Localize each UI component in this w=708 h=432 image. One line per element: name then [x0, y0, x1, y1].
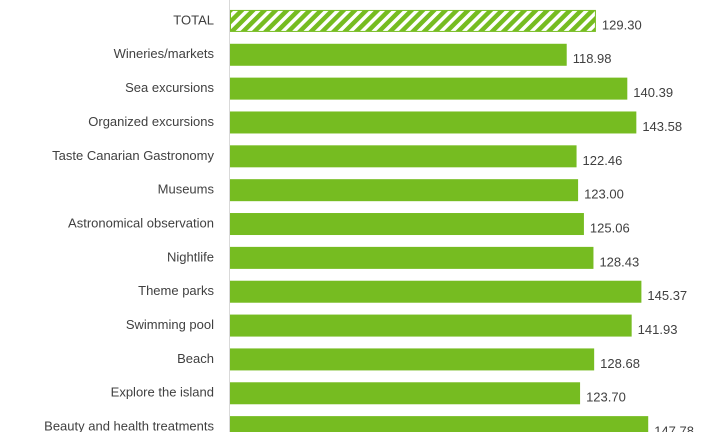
value-label: 140.39: [633, 85, 673, 100]
value-label: 123.00: [584, 187, 624, 202]
category-label: Organized excursions: [88, 114, 214, 129]
category-label: Museums: [158, 182, 215, 197]
category-label: Explore the island: [111, 385, 214, 400]
bar: [230, 382, 581, 405]
value-label: 147.78: [654, 424, 694, 432]
value-label: 141.93: [638, 322, 678, 337]
bar: [230, 179, 579, 202]
bar: [230, 9, 596, 32]
bar: [230, 314, 632, 337]
value-label: 128.43: [599, 254, 639, 269]
category-label: TOTAL: [173, 12, 214, 27]
value-label: 145.37: [647, 288, 687, 303]
bar: [230, 43, 567, 66]
bar: [230, 416, 649, 432]
value-label: 128.68: [600, 356, 640, 371]
value-label: 122.46: [583, 153, 623, 168]
bar: [230, 111, 637, 134]
category-label: Taste Canarian Gastronomy: [52, 148, 214, 163]
value-label: 118.98: [573, 51, 612, 66]
category-label: Swimming pool: [126, 317, 214, 332]
bar: [230, 77, 628, 100]
bar: [230, 145, 577, 168]
value-label: 123.70: [586, 390, 626, 405]
value-label: 143.58: [642, 119, 682, 134]
category-label: Wineries/markets: [114, 46, 215, 61]
category-label: Beach: [177, 351, 214, 366]
bar: [230, 213, 584, 236]
category-label: Astronomical observation: [68, 215, 214, 230]
value-label: 125.06: [590, 220, 630, 235]
category-label: Beauty and health treatments: [44, 419, 214, 432]
value-label: 129.30: [602, 17, 642, 32]
bar: [230, 246, 594, 269]
category-label: Nightlife: [167, 249, 214, 264]
bar: [230, 280, 642, 303]
category-label: Sea excursions: [125, 80, 214, 95]
bar: [230, 348, 595, 371]
category-label: Theme parks: [138, 283, 214, 298]
